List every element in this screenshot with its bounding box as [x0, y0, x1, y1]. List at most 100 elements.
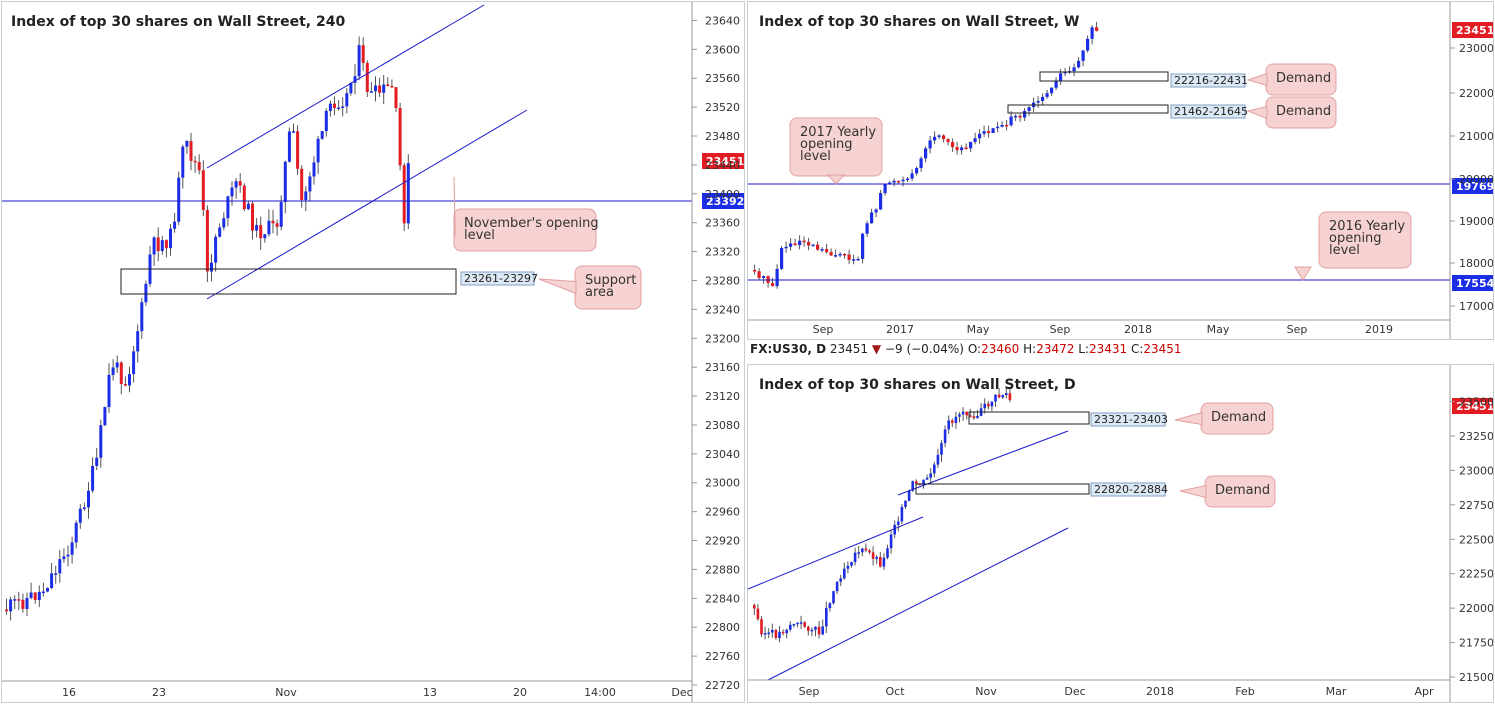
weekly-x-label: Sep: [1287, 323, 1308, 336]
weekly-chart-svg[interactable]: 22216-22431 21462-21645 Demand Demand 2017 Y…: [748, 2, 1493, 339]
daily-candle: [763, 633, 767, 635]
h4-x-label: 23: [152, 686, 166, 699]
h4-candle: [238, 181, 242, 186]
weekly-candle: [897, 180, 901, 183]
h4-candle: [17, 599, 21, 601]
h4-y-label: 23000: [705, 477, 740, 490]
h4-candle: [111, 367, 115, 375]
daily-candle: [940, 443, 943, 455]
h4-support-zone: [120, 268, 457, 295]
h4-candle: [271, 220, 275, 224]
h4-candle: [41, 591, 45, 594]
h4-candle: [320, 131, 324, 139]
weekly-candle: [991, 128, 995, 133]
h4-candle: [259, 225, 263, 239]
h4-candle: [267, 220, 271, 235]
high-label: H:: [1023, 342, 1037, 356]
daily-candle: [933, 464, 936, 474]
h4-candle: [210, 262, 213, 272]
weekly-x-label: May: [1207, 323, 1230, 336]
low-label: L:: [1078, 342, 1089, 356]
weekly-candle: [838, 253, 842, 256]
h4-candle: [287, 131, 291, 162]
weekly-candle: [1009, 116, 1013, 126]
daily-candle: [879, 556, 882, 567]
h4-candle: [316, 138, 320, 163]
h4-chart-title: Index of top 30 shares on Wall Street, 2…: [11, 14, 345, 30]
weekly-candle: [888, 182, 892, 185]
daily-candle: [753, 605, 756, 609]
weekly-note-2016-open-text: 2016 Yearly: [1329, 219, 1405, 234]
weekly-candle: [1050, 87, 1054, 94]
daily-channel-upper-line: [748, 516, 924, 590]
weekly-note-2016-open-text: opening: [1329, 231, 1382, 246]
h4-candle: [333, 103, 336, 109]
h4-candle: [218, 227, 222, 237]
h4-candle: [25, 598, 29, 609]
weekly-note-demand-2-pointer: [1246, 105, 1268, 120]
weekly-level-tag-2016-text: 17554: [1456, 277, 1493, 290]
daily-candle: [965, 411, 968, 416]
daily-chart-svg[interactable]: 23321-2340322820-22884DemandDemand23451 …: [748, 365, 1493, 702]
daily-candle: [961, 411, 965, 415]
h4-candle: [374, 85, 377, 92]
h4-candle: [324, 110, 328, 132]
weekly-candle: [852, 259, 856, 261]
h4-chart-panel[interactable]: 23261-23297 November's opening level Suppor…: [1, 1, 745, 703]
daily-chart-panel[interactable]: 23321-23403 22820-22884 Demand Demand 23451 …: [747, 364, 1494, 703]
h4-y-label: 23280: [705, 274, 740, 287]
weekly-candle: [1014, 115, 1018, 118]
h4-y-label: 23400: [705, 188, 740, 201]
h4-x-label: 16: [62, 686, 76, 699]
h4-level-tag-text: 23392: [706, 195, 744, 208]
h4-y-label: 23120: [705, 390, 740, 403]
close-value: 23451: [1143, 342, 1182, 356]
daily-candle: [825, 608, 828, 627]
h4-y-label: 22720: [705, 679, 740, 692]
weekly-overlays: 22216-22431 21462-21645 Demand Demand 2017 Y…: [748, 22, 1493, 291]
h4-candle: [292, 131, 295, 133]
daily-candle: [987, 403, 990, 407]
daily-candle: [796, 622, 799, 625]
weekly-chart-panel[interactable]: 22216-22431 21462-21645 Demand Demand 2017 Y…: [747, 1, 1494, 340]
daily-candle: [897, 521, 900, 525]
daily-candle: [997, 394, 1001, 398]
h4-candle: [279, 202, 283, 227]
weekly-candle: [843, 253, 847, 256]
down-triangle-icon: ▼: [871, 342, 882, 356]
weekly-candle: [973, 138, 977, 142]
h4-candle: [164, 240, 168, 249]
h4-y-label: 23080: [705, 419, 740, 432]
h4-candle: [87, 490, 90, 508]
daily-candle: [821, 626, 824, 635]
daily-candle: [972, 416, 976, 419]
open-value: 23460: [981, 342, 1020, 356]
weekly-candle: [1005, 124, 1009, 127]
daily-x-label: Mar: [1326, 685, 1347, 698]
daily-candle: [785, 629, 788, 634]
daily-candle: [893, 524, 896, 535]
weekly-candle: [775, 268, 779, 287]
daily-candle: [886, 548, 889, 558]
weekly-candle: [798, 240, 802, 246]
daily-candle: [857, 552, 860, 554]
h4-candle: [369, 91, 373, 93]
daily-y-label: 22500: [1459, 533, 1493, 546]
daily-x-label: Sep: [799, 685, 820, 698]
daily-y-axis: 23500 23250 23000 22750 22500 22250 22000 21750…: [1450, 396, 1493, 684]
h4-candle: [91, 465, 95, 491]
weekly-note-2016-open: [1318, 211, 1412, 269]
weekly-candle: [811, 244, 815, 247]
h4-candle: [46, 587, 49, 592]
daily-candle: [846, 565, 850, 569]
daily-candle: [771, 629, 774, 633]
h4-candle: [169, 228, 172, 249]
weekly-candle: [919, 158, 923, 169]
weekly-candle: [829, 252, 833, 256]
h4-candle: [152, 237, 156, 255]
weekly-candle: [942, 135, 946, 140]
daily-x-label: Apr: [1414, 685, 1434, 698]
weekly-note-2016-open-text: level: [1329, 243, 1360, 258]
